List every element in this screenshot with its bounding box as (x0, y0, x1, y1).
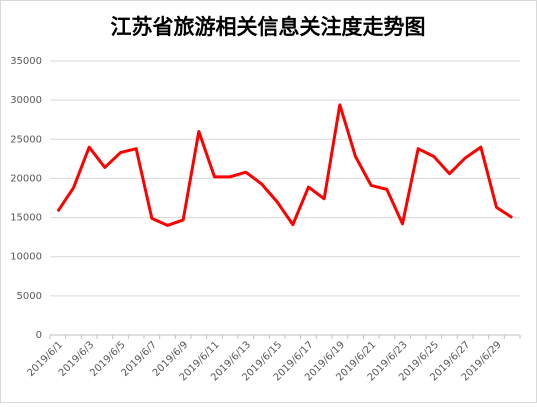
y-tick-label: 15000 (10, 213, 42, 224)
y-tick-label: 30000 (10, 95, 42, 106)
y-tick-label: 35000 (10, 56, 42, 67)
y-tick-label: 25000 (10, 134, 42, 145)
y-tick-label: 10000 (10, 252, 42, 263)
y-tick-label: 20000 (10, 173, 42, 184)
line (56, 103, 513, 227)
chart-title: 江苏省旅游相关信息关注度走势图 (111, 15, 426, 39)
y-tick-label: 0 (36, 330, 42, 341)
y-tick-label: 5000 (17, 291, 42, 302)
